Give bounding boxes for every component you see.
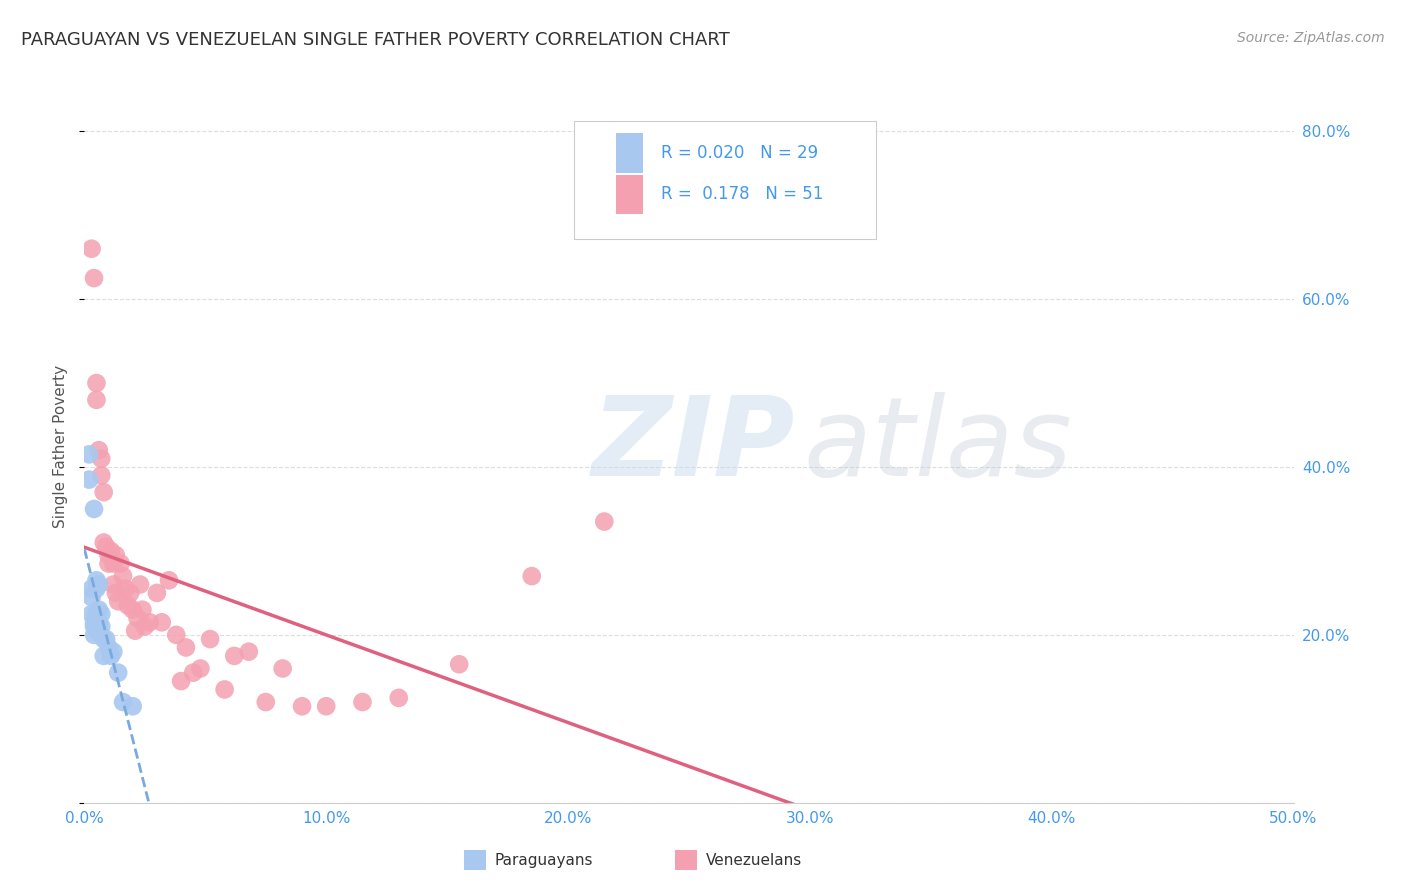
Point — [97, 640, 120, 655]
Point — [114, 582, 136, 596]
Point — [388, 690, 411, 705]
FancyBboxPatch shape — [616, 134, 643, 173]
Point — [86, 607, 108, 621]
Point — [90, 619, 112, 633]
Point — [94, 540, 117, 554]
Point — [100, 544, 122, 558]
Point — [90, 607, 112, 621]
Point — [138, 615, 160, 630]
Point — [86, 392, 108, 407]
Point — [87, 443, 110, 458]
Text: R =  0.178   N = 51: R = 0.178 N = 51 — [661, 186, 824, 203]
Point — [214, 682, 236, 697]
Text: Paraguayans: Paraguayans — [495, 854, 593, 868]
Point — [87, 603, 110, 617]
Point — [83, 628, 105, 642]
Point — [170, 674, 193, 689]
Point — [107, 665, 129, 680]
Point — [80, 582, 103, 596]
Point — [80, 590, 103, 604]
Point — [103, 577, 125, 591]
Point — [87, 624, 110, 638]
Point — [254, 695, 277, 709]
Point — [104, 548, 127, 562]
Point — [86, 615, 108, 630]
Point — [198, 632, 221, 646]
Point — [112, 695, 135, 709]
Point — [83, 619, 105, 633]
Point — [93, 632, 115, 646]
Point — [291, 699, 314, 714]
Point — [127, 611, 149, 625]
Point — [150, 615, 173, 630]
Point — [86, 624, 108, 638]
Point — [86, 376, 108, 390]
Point — [117, 599, 139, 613]
Point — [100, 648, 122, 663]
FancyBboxPatch shape — [574, 121, 876, 239]
Point — [104, 586, 127, 600]
Text: Source: ZipAtlas.com: Source: ZipAtlas.com — [1237, 31, 1385, 45]
Text: ZIP: ZIP — [592, 392, 796, 500]
Point — [181, 665, 204, 680]
Point — [165, 628, 187, 642]
Point — [107, 594, 129, 608]
Point — [77, 473, 100, 487]
FancyBboxPatch shape — [616, 175, 643, 214]
Point — [93, 485, 115, 500]
Point — [131, 603, 153, 617]
Point — [124, 624, 146, 638]
Point — [352, 695, 374, 709]
Point — [103, 645, 125, 659]
Point — [87, 615, 110, 630]
Point — [315, 699, 337, 714]
Point — [94, 632, 117, 646]
Text: Venezuelans: Venezuelans — [706, 854, 801, 868]
Point — [97, 557, 120, 571]
Point — [86, 582, 108, 596]
Point — [157, 574, 180, 588]
Point — [593, 515, 616, 529]
Point — [87, 577, 110, 591]
Point — [97, 548, 120, 562]
Point — [86, 574, 108, 588]
Point — [121, 699, 143, 714]
Point — [83, 615, 105, 630]
Point — [190, 661, 212, 675]
Text: R = 0.020   N = 29: R = 0.020 N = 29 — [661, 145, 818, 162]
Point — [146, 586, 169, 600]
Point — [174, 640, 197, 655]
Point — [224, 648, 246, 663]
Point — [77, 447, 100, 461]
Text: atlas: atlas — [804, 392, 1073, 500]
Point — [80, 242, 103, 256]
Point — [238, 645, 260, 659]
Point — [112, 569, 135, 583]
Point — [120, 586, 142, 600]
Point — [121, 603, 143, 617]
Point — [90, 468, 112, 483]
Point — [129, 577, 152, 591]
Point — [134, 619, 156, 633]
Point — [520, 569, 543, 583]
Point — [271, 661, 294, 675]
Point — [93, 535, 115, 549]
Point — [449, 657, 471, 672]
Point — [110, 557, 132, 571]
Point — [90, 451, 112, 466]
Point — [83, 271, 105, 285]
Point — [103, 557, 125, 571]
Y-axis label: Single Father Poverty: Single Father Poverty — [53, 365, 69, 527]
Point — [83, 502, 105, 516]
Point — [93, 648, 115, 663]
Text: PARAGUAYAN VS VENEZUELAN SINGLE FATHER POVERTY CORRELATION CHART: PARAGUAYAN VS VENEZUELAN SINGLE FATHER P… — [21, 31, 730, 49]
Point — [80, 607, 103, 621]
